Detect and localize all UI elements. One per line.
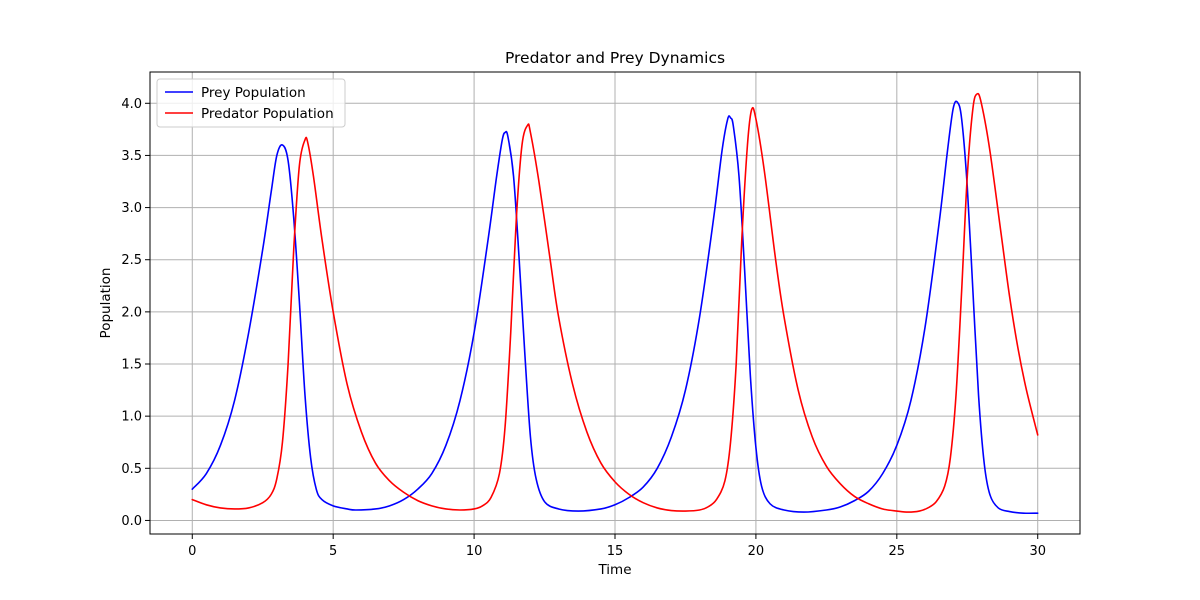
x-axis-label: Time <box>597 562 631 578</box>
grid <box>150 72 1080 534</box>
x-tick-label: 25 <box>889 544 906 559</box>
y-tick-label: 4.0 <box>121 97 142 112</box>
x-tick-label: 10 <box>466 544 483 559</box>
x-tick-label: 0 <box>188 544 196 559</box>
chart-title: Predator and Prey Dynamics <box>505 49 725 67</box>
y-tick-label: 0.0 <box>121 514 142 529</box>
y-tick-label: 3.5 <box>121 149 142 164</box>
y-tick-label: 1.5 <box>121 358 142 373</box>
y-tick-label: 2.5 <box>121 253 142 268</box>
y-tick-label: 2.0 <box>121 305 142 320</box>
y-axis-label: Population <box>98 268 114 339</box>
y-tick-label: 1.0 <box>121 410 142 425</box>
legend-box <box>156 78 346 128</box>
prey-series-line <box>191 100 1039 515</box>
x-axis-ticks: 0 5 10 15 20 25 30 <box>188 534 1046 559</box>
legend: Prey Population Predator Population <box>156 78 346 128</box>
y-axis-ticks: 0.0 0.5 1.0 1.5 2.0 2.5 3.0 3.5 4.0 <box>121 97 150 529</box>
y-tick-label: 0.5 <box>121 462 142 477</box>
x-tick-label: 15 <box>607 544 624 559</box>
predator-series-line <box>191 92 1039 513</box>
x-tick-label: 30 <box>1029 544 1046 559</box>
x-tick-label: 5 <box>329 544 337 559</box>
x-tick-label: 20 <box>748 544 765 559</box>
series-lines <box>191 92 1039 515</box>
legend-label: Predator Population <box>201 106 334 122</box>
y-tick-label: 3.0 <box>121 201 142 216</box>
legend-label: Prey Population <box>201 85 306 101</box>
